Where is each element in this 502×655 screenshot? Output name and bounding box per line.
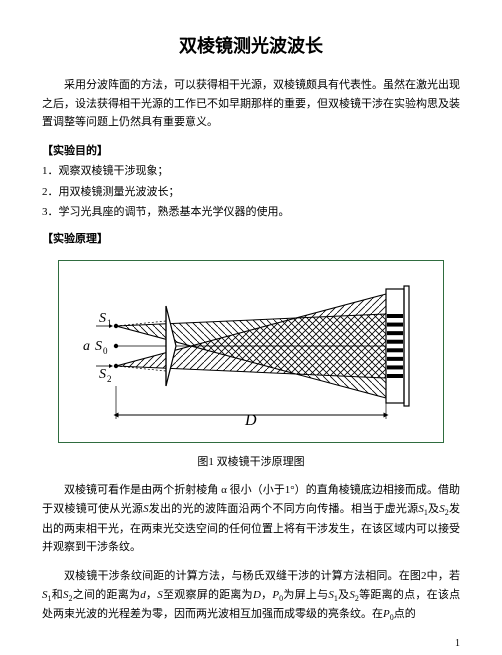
figure-1-box: S1aS0S2D [58,260,444,443]
principle-para-1: 双棱镜可看作是由两个折射棱角 α 很小（小于1°）的直角棱镜底边相接而成。借助于… [42,481,460,557]
svg-text:S: S [99,367,106,382]
objective-3: 3．学习光具座的调节，熟悉基本光学仪器的使用。 [42,203,460,222]
objective-1: 1．观察双棱镜干涉现象； [42,162,460,181]
principle-para-2: 双棱镜干涉条纹间距的计算方法，与杨氏双缝干涉的计算方法相同。在图2中，若S1和S… [42,567,460,625]
svg-text:a: a [83,339,90,354]
svg-text:D: D [244,412,257,429]
page-title: 双棱镜测光波波长 [42,32,460,58]
svg-text:S: S [99,311,106,326]
figure-1-caption: 图1 双棱镜干涉原理图 [42,453,460,469]
svg-text:S: S [95,339,102,354]
svg-text:0: 0 [103,346,108,356]
svg-text:1: 1 [107,318,112,328]
objective-2: 2．用双棱镜测量光波波长； [42,183,460,202]
page-number: 1 [455,638,460,649]
intro-paragraph: 采用分波阵面的方法，可以获得相干光源，双棱镜颇具有代表性。虽然在激光出现之后，设… [42,76,460,132]
biprism-diagram: S1aS0S2D [71,271,431,431]
figure-1: S1aS0S2D 图1 双棱镜干涉原理图 [42,260,460,469]
section-principle-head: 【实验原理】 [42,230,460,246]
section-objectives-head: 【实验目的】 [42,142,460,158]
svg-text:2: 2 [107,374,112,384]
